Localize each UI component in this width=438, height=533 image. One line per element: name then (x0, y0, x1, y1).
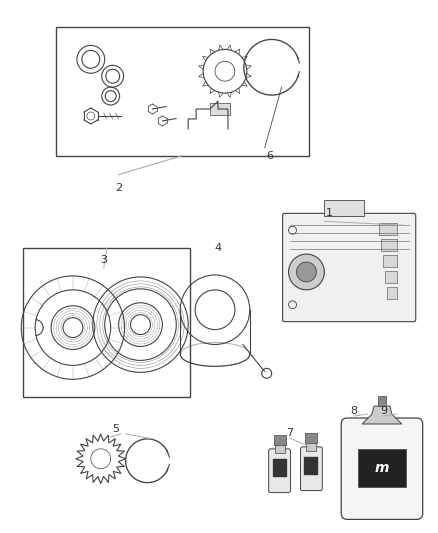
Polygon shape (362, 406, 402, 424)
Bar (383, 255, 397, 267)
Bar (23, 248, 190, 397)
Bar (307, 441, 316, 451)
Bar (274, 435, 286, 445)
Circle shape (289, 254, 324, 290)
FancyBboxPatch shape (283, 213, 416, 321)
Circle shape (297, 262, 316, 282)
Bar (304, 457, 318, 475)
Bar (385, 271, 397, 283)
FancyBboxPatch shape (341, 418, 423, 519)
Bar (275, 443, 285, 453)
Bar (379, 223, 397, 235)
Bar (273, 459, 286, 477)
Bar (387, 287, 397, 299)
Bar (210, 103, 230, 115)
Text: 1: 1 (326, 208, 333, 219)
Bar (324, 200, 364, 216)
Bar (56, 27, 309, 156)
Bar (378, 396, 386, 406)
Text: 6: 6 (266, 151, 273, 161)
Bar (381, 239, 397, 251)
Text: 9: 9 (380, 406, 388, 416)
Text: 7: 7 (286, 428, 293, 438)
FancyBboxPatch shape (268, 449, 290, 492)
Bar (358, 449, 406, 487)
Bar (305, 433, 318, 443)
FancyBboxPatch shape (300, 447, 322, 490)
Text: 5: 5 (112, 424, 119, 434)
Text: m: m (375, 461, 389, 475)
Text: 8: 8 (350, 406, 358, 416)
Text: 4: 4 (215, 243, 222, 253)
Text: 2: 2 (115, 182, 122, 192)
Text: 3: 3 (100, 255, 107, 265)
